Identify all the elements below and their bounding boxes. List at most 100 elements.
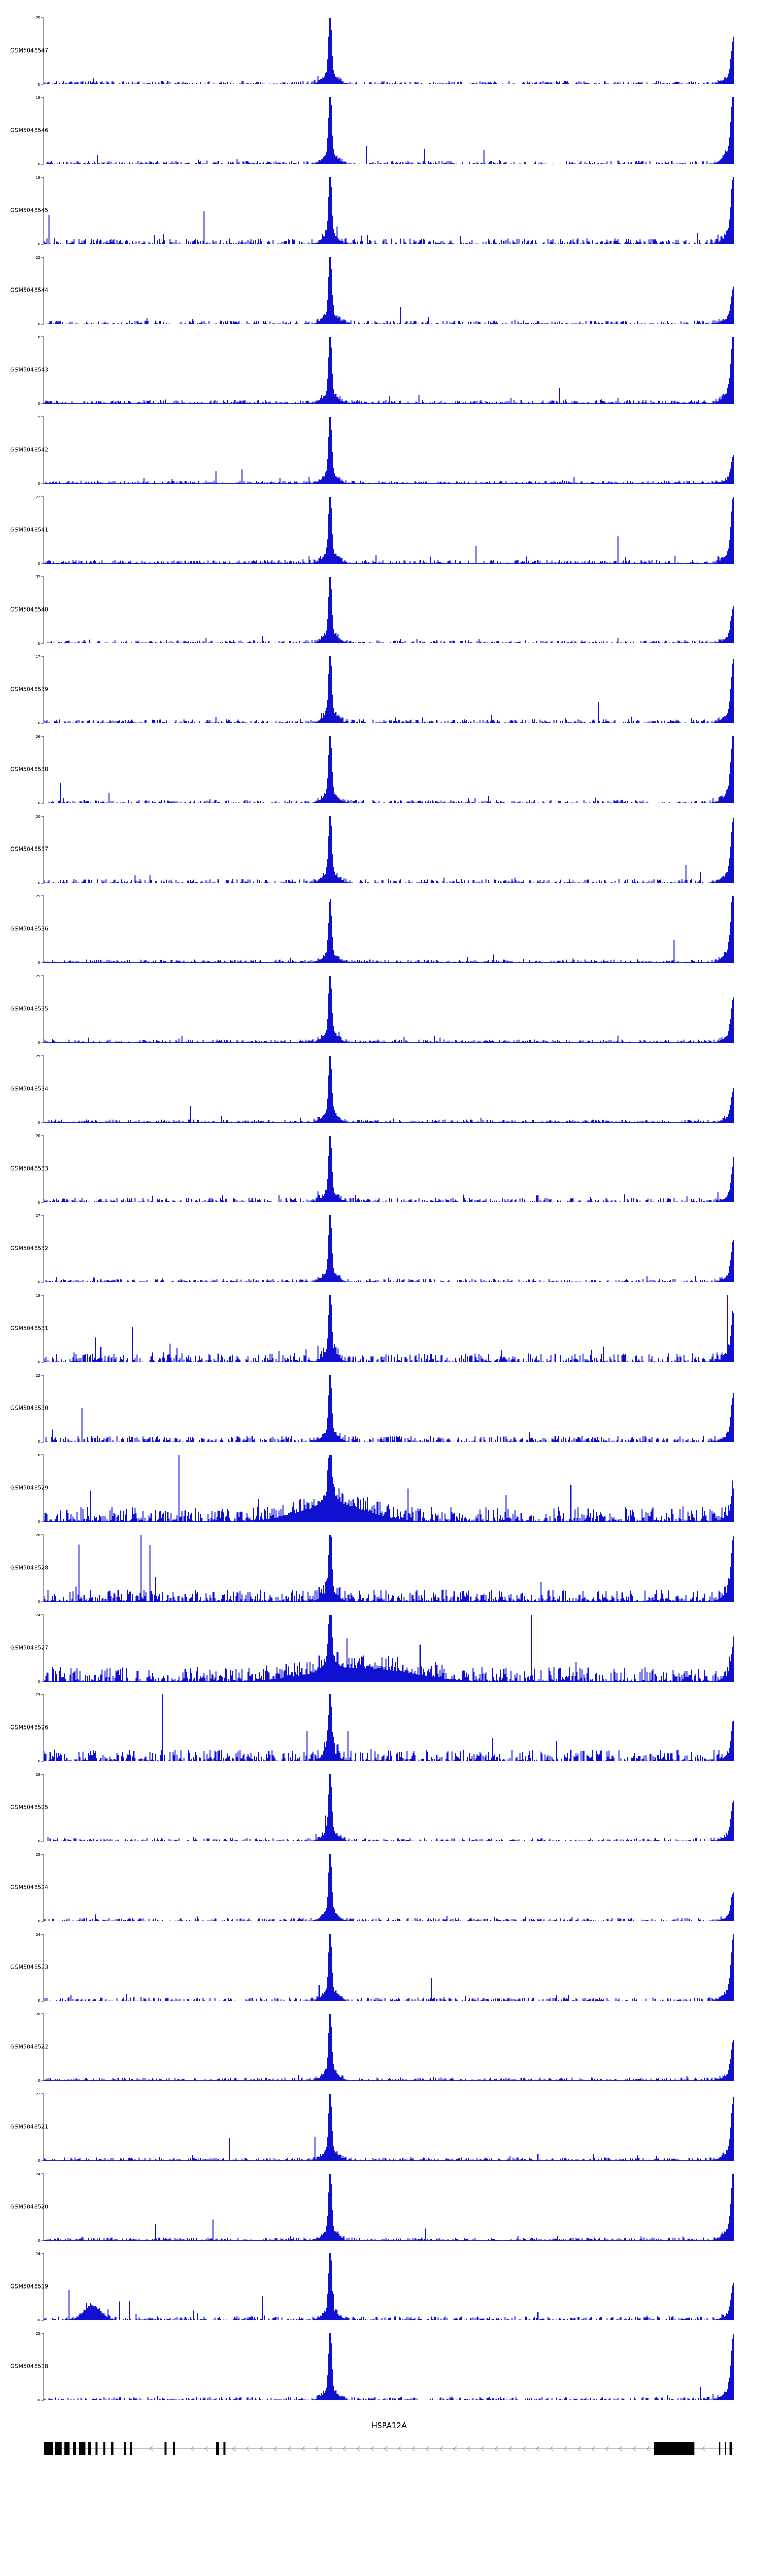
strand-arrow-icon bbox=[618, 2446, 623, 2451]
signal-area bbox=[43, 896, 734, 963]
track-label: GSM5048532 bbox=[10, 1245, 48, 1252]
signal-tracks-container: GSM5048547 25 0 GSM5048546 19 0 GSM5048545… bbox=[0, 14, 773, 2402]
gene-exon bbox=[64, 2442, 70, 2455]
gene-track: HSPA12A bbox=[0, 2421, 773, 2464]
y-axis-zero-label: 0 bbox=[38, 1680, 40, 1684]
track-plot-area: 25 0 bbox=[32, 893, 734, 965]
y-axis-max-label: 20 bbox=[36, 815, 40, 819]
strand-arrow-icon bbox=[632, 2446, 636, 2451]
y-axis bbox=[41, 2093, 44, 2161]
track-plot-area: 17 0 bbox=[32, 653, 734, 725]
track-plot-area: 15 0 bbox=[32, 414, 734, 486]
y-axis-zero-label: 0 bbox=[38, 402, 40, 406]
signal-track: GSM5048546 19 0 bbox=[0, 94, 773, 166]
track-plot-area: 22 0 bbox=[32, 1372, 734, 1444]
signal-area bbox=[43, 2253, 734, 2320]
y-axis-zero-label: 0 bbox=[38, 641, 40, 646]
y-axis-max-label: 25 bbox=[36, 16, 40, 20]
track-label: GSM5048520 bbox=[10, 2203, 48, 2210]
track-plot-area: 26 0 bbox=[32, 733, 734, 805]
gene-exon bbox=[223, 2442, 226, 2455]
y-axis bbox=[41, 816, 44, 884]
signal-area bbox=[43, 1934, 734, 2001]
signal-track: GSM5048541 22 0 bbox=[0, 494, 773, 566]
y-axis-max-label: 25 bbox=[36, 894, 40, 899]
y-axis-max-label: 22 bbox=[36, 2092, 40, 2096]
signal-area bbox=[43, 1774, 734, 1841]
signal-plot: 25 0 bbox=[36, 16, 734, 87]
track-label: GSM5048536 bbox=[10, 925, 48, 933]
track-plot-area: 20 0 bbox=[32, 813, 734, 885]
track-label: GSM5048538 bbox=[10, 766, 48, 773]
signal-plot: 28 0 bbox=[36, 1773, 734, 1843]
signal-area bbox=[43, 1615, 734, 1682]
y-axis-zero-label: 0 bbox=[38, 1839, 40, 1843]
y-axis-max-label: 20 bbox=[36, 1134, 40, 1138]
strand-arrow-icon bbox=[190, 2446, 194, 2451]
strand-arrow-icon bbox=[383, 2446, 388, 2451]
signal-area bbox=[43, 257, 734, 324]
y-axis-max-label: 18 bbox=[36, 1453, 40, 1458]
track-label: GSM5048537 bbox=[10, 845, 48, 853]
y-axis bbox=[41, 336, 44, 404]
signal-track: GSM5048523 24 0 bbox=[0, 1931, 773, 2003]
y-axis bbox=[41, 177, 44, 245]
gene-exon bbox=[111, 2442, 114, 2455]
signal-area bbox=[43, 1535, 734, 1602]
track-label: GSM5048539 bbox=[10, 686, 48, 693]
signal-plot: 23 0 bbox=[36, 1693, 734, 1764]
gene-exon bbox=[173, 2442, 175, 2455]
gene-exon bbox=[725, 2442, 726, 2455]
signal-plot: 32 0 bbox=[36, 575, 734, 646]
y-axis bbox=[41, 656, 44, 724]
y-axis-max-label: 18 bbox=[36, 1294, 40, 1298]
y-axis bbox=[41, 257, 44, 325]
signal-plot: 22 0 bbox=[36, 256, 734, 326]
y-axis-zero-label: 0 bbox=[38, 961, 40, 965]
signal-plot: 17 0 bbox=[36, 655, 734, 725]
y-axis-max-label: 25 bbox=[36, 2332, 40, 2336]
y-axis-max-label: 22 bbox=[36, 495, 40, 499]
track-plot-area: 25 0 bbox=[32, 2330, 734, 2402]
signal-area bbox=[43, 656, 734, 723]
y-axis-zero-label: 0 bbox=[38, 2159, 40, 2163]
gene-name: HSPA12A bbox=[371, 2421, 407, 2430]
strand-arrow-icon bbox=[535, 2446, 540, 2451]
y-axis-max-label: 28 bbox=[36, 1773, 40, 1777]
track-plot-area: 27 0 bbox=[32, 1212, 734, 1284]
signal-area bbox=[43, 497, 734, 564]
signal-plot: 18 0 bbox=[36, 1294, 734, 1364]
signal-area bbox=[43, 577, 734, 643]
track-plot-area: 24 0 bbox=[32, 1931, 734, 2003]
gene-exon bbox=[654, 2442, 695, 2455]
signal-track: GSM5048547 25 0 bbox=[0, 14, 773, 87]
y-axis-max-label: 22 bbox=[36, 1374, 40, 1378]
strand-arrow-icon bbox=[452, 2446, 457, 2451]
track-label: GSM5048527 bbox=[10, 1644, 48, 1651]
y-axis bbox=[41, 97, 44, 165]
track-plot-area: 23 0 bbox=[32, 1691, 734, 1764]
track-plot-area: 32 0 bbox=[32, 573, 734, 646]
y-axis-zero-label: 0 bbox=[38, 562, 40, 566]
y-axis-max-label: 29 bbox=[36, 1054, 40, 1058]
signal-plot: 22 0 bbox=[36, 495, 734, 566]
track-plot-area: 18 0 bbox=[32, 1292, 734, 1364]
track-label: GSM5048546 bbox=[10, 127, 48, 134]
strand-arrow-icon bbox=[149, 2446, 153, 2451]
signal-track: GSM5048542 15 0 bbox=[0, 414, 773, 486]
track-label: GSM5048540 bbox=[10, 606, 48, 613]
strand-arrow-icon bbox=[314, 2446, 319, 2451]
track-plot-area: 20 0 bbox=[32, 1132, 734, 1205]
y-axis-zero-label: 0 bbox=[38, 1360, 40, 1364]
track-label: GSM5048542 bbox=[10, 446, 48, 453]
signal-track: GSM5048536 25 0 bbox=[0, 893, 773, 965]
signal-plot: 25 0 bbox=[36, 974, 734, 1045]
y-axis-max-label: 26 bbox=[36, 735, 40, 739]
y-axis-max-label: 24 bbox=[36, 1613, 40, 1617]
track-plot-area: 24 0 bbox=[32, 1612, 734, 1684]
signal-plot: 15 0 bbox=[36, 415, 734, 486]
signal-track: GSM5048528 20 0 bbox=[0, 1532, 773, 1604]
gene-exon bbox=[216, 2442, 219, 2455]
y-axis-max-label: 17 bbox=[36, 655, 40, 659]
